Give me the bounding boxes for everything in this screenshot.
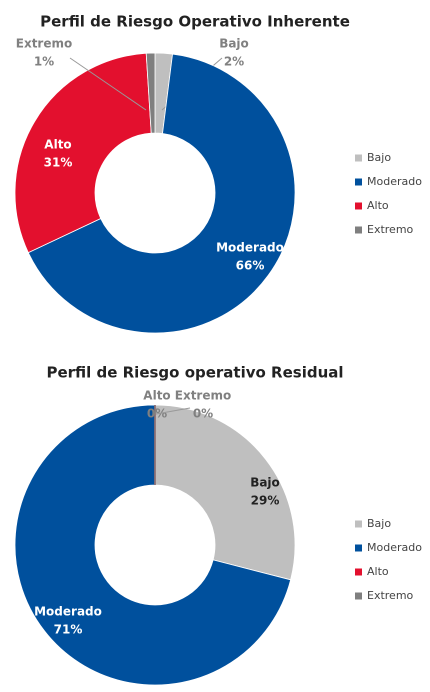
- legend-label: Alto: [367, 199, 389, 212]
- chart-title: Perfil de Riesgo operativo Residual: [46, 364, 343, 382]
- data-label-value: 66%: [236, 259, 265, 273]
- legend-label: Moderado: [367, 175, 422, 188]
- slice: [154, 404, 296, 581]
- data-label-value: 2%: [224, 55, 244, 69]
- leader-line: [155, 407, 191, 415]
- leader-line: [69, 57, 147, 111]
- legend-label: Alto: [367, 565, 389, 578]
- legend-swatch: [355, 178, 362, 186]
- slice: [14, 404, 292, 686]
- legend-swatch: [355, 154, 362, 162]
- legend-swatch: [355, 544, 362, 552]
- data-label-name: Moderado: [216, 241, 284, 255]
- data-label-name: Bajo: [250, 476, 280, 490]
- data-label-name: Moderado: [34, 605, 102, 619]
- chart-title: Perfil de Riesgo Operativo Inherente: [40, 13, 350, 31]
- legend-label: Moderado: [367, 541, 422, 554]
- data-label-value: 1%: [34, 55, 54, 69]
- data-label-name: Alto: [44, 138, 71, 152]
- data-label-name: Extremo: [16, 37, 72, 51]
- legend-label: Bajo: [367, 517, 391, 530]
- data-label-value: 71%: [54, 623, 83, 637]
- data-label-name: Alto: [143, 389, 170, 403]
- legend-label: Bajo: [367, 151, 391, 164]
- legend-swatch: [355, 202, 362, 210]
- slice: [145, 52, 156, 134]
- legend-label: Extremo: [367, 589, 414, 602]
- data-label-value: 31%: [44, 156, 73, 170]
- legend-swatch: [355, 520, 362, 528]
- legend-swatch: [355, 568, 362, 576]
- data-label-value: 29%: [251, 494, 280, 508]
- legend-swatch: [355, 226, 362, 234]
- slice: [14, 52, 152, 254]
- data-label-name: Bajo: [219, 37, 249, 51]
- data-label-name: Extremo: [175, 389, 231, 403]
- data-label-value: 0%: [193, 407, 213, 421]
- slice: [27, 53, 296, 334]
- legend-swatch: [355, 592, 362, 600]
- legend-label: Extremo: [367, 223, 414, 236]
